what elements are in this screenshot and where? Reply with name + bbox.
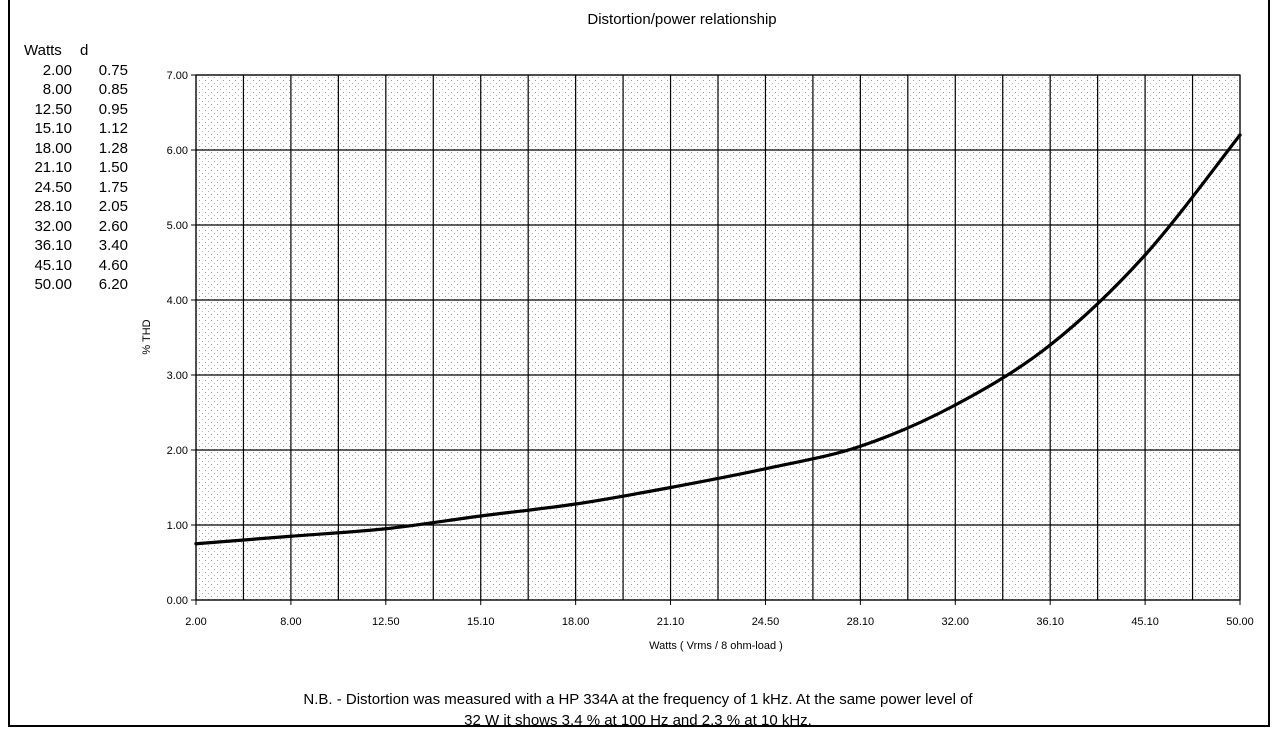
footnote-line-1: N.B. - Distortion was measured with a HP… (303, 691, 973, 708)
x-tick-label: 24.50 (752, 616, 780, 628)
y-tick-label: 4.00 (167, 295, 188, 307)
plot-border (195, 74, 1241, 601)
y-tick-label: 5.00 (167, 220, 188, 232)
x-tick-label: 32.00 (942, 616, 970, 628)
table-cell-d: 0.75 (98, 61, 128, 79)
x-tick-label: 2.00 (185, 616, 206, 628)
table-cell-d: 6.20 (98, 276, 128, 293)
y-tick-label: 6.00 (167, 145, 188, 157)
table-row: 2.00 0.75 (24, 61, 128, 81)
table-cell-d: 3.40 (98, 237, 128, 254)
table-cell-watts: 32.00 (34, 217, 72, 235)
table-cell-watts: 8.00 (42, 81, 72, 98)
x-tick-label: 36.10 (1036, 616, 1064, 628)
table-cell-d: 4.60 (98, 256, 128, 274)
table-cell-watts: 2.00 (42, 61, 72, 79)
table-cell-d: 2.60 (98, 217, 128, 235)
x-tick-label: 45.10 (1131, 616, 1159, 628)
table-row: 8.00 0.85 (24, 80, 128, 100)
x-tick-label: 15.10 (467, 616, 495, 628)
chart-title: Distortion/power relationship (587, 11, 777, 28)
x-axis: 2.00 8.00 12.50 15.10 18.00 21.10 24.50 28.10 32… (185, 600, 1254, 628)
table-row: 24.50 1.75 (24, 178, 128, 198)
table-cell-watts: 12.50 (34, 100, 72, 118)
data-point (384, 527, 388, 531)
y-tick-label: 7.00 (167, 70, 188, 82)
table-header-cell: Watts (24, 42, 62, 59)
table-cell-watts: 24.50 (34, 178, 72, 196)
data-point (1143, 253, 1147, 257)
data-point (194, 542, 198, 546)
table-cell-watts: 50.00 (34, 276, 72, 293)
x-tick-label: 8.00 (280, 616, 301, 628)
data-point (953, 403, 957, 407)
x-axis-label: Watts ( Vrms / 8 ohm-load ) (649, 640, 783, 652)
table-row: 32.00 2.60 (24, 217, 128, 237)
table-cell-d: 1.50 (98, 159, 128, 176)
y-tick-label: 3.00 (167, 370, 188, 382)
table-cell-d: 1.12 (98, 120, 128, 137)
footnote: N.B. - Distortion was measured with a HP… (0, 689, 1276, 731)
table-cell-d: 0.85 (98, 81, 128, 98)
table-cell-d: 0.95 (98, 100, 128, 118)
x-tick-label: 21.10 (657, 616, 685, 628)
footnote-line-2: 32 W it shows 3,4 % at 100 Hz and 2,3 % … (464, 712, 812, 729)
table-row: 36.10 3.40 (24, 236, 128, 256)
y-axis: 0.00 1.00 2.00 3.00 4.00 5.00 6.00 7.00 (167, 70, 196, 607)
data-point (289, 534, 293, 538)
table-cell-watts: 36.10 (34, 237, 72, 254)
y-tick-label: 0.00 (167, 595, 188, 607)
y-tick-label: 2.00 (167, 445, 188, 457)
x-tick-label: 28.10 (847, 616, 875, 628)
table-cell-watts: 21.10 (34, 159, 72, 176)
table-cell-watts: 18.00 (34, 139, 72, 157)
table-cell-d: 1.75 (98, 178, 128, 196)
data-table: Watts d 2.00 0.75 8.00 0.85 12.50 0.95 15.10 1.12… (24, 41, 128, 295)
y-axis-label: % THD (141, 319, 153, 354)
table-row: 28.10 2.05 (24, 197, 128, 217)
table-header-cell: d (80, 42, 89, 59)
table-row: 21.10 1.50 (24, 158, 128, 178)
table-cell-d: 1.28 (98, 139, 128, 157)
page-frame (8, 0, 1270, 727)
table-row: 18.00 1.28 (24, 139, 128, 159)
data-point (1048, 343, 1052, 347)
data-point (858, 444, 862, 448)
data-point (574, 502, 578, 506)
y-tick-label: 1.00 (167, 520, 188, 532)
data-point (479, 514, 483, 518)
data-point (1238, 133, 1242, 137)
table-row: 45.10 4.60 (24, 256, 128, 276)
table-cell-watts: 15.10 (34, 120, 72, 137)
x-tick-label: 18.00 (562, 616, 590, 628)
table-row: 12.50 0.95 (24, 100, 128, 120)
x-tick-label: 50.00 (1226, 616, 1254, 628)
table-row: 15.10 1.12 (24, 119, 128, 139)
x-tick-label: 12.50 (372, 616, 400, 628)
data-point (763, 467, 768, 471)
table-header: Watts d (24, 41, 128, 61)
table-row: 50.00 6.20 (24, 275, 128, 295)
table-cell-watts: 28.10 (34, 198, 72, 215)
table-cell-watts: 45.10 (34, 256, 72, 274)
table-cell-d: 2.05 (98, 198, 128, 215)
data-point (668, 485, 673, 490)
